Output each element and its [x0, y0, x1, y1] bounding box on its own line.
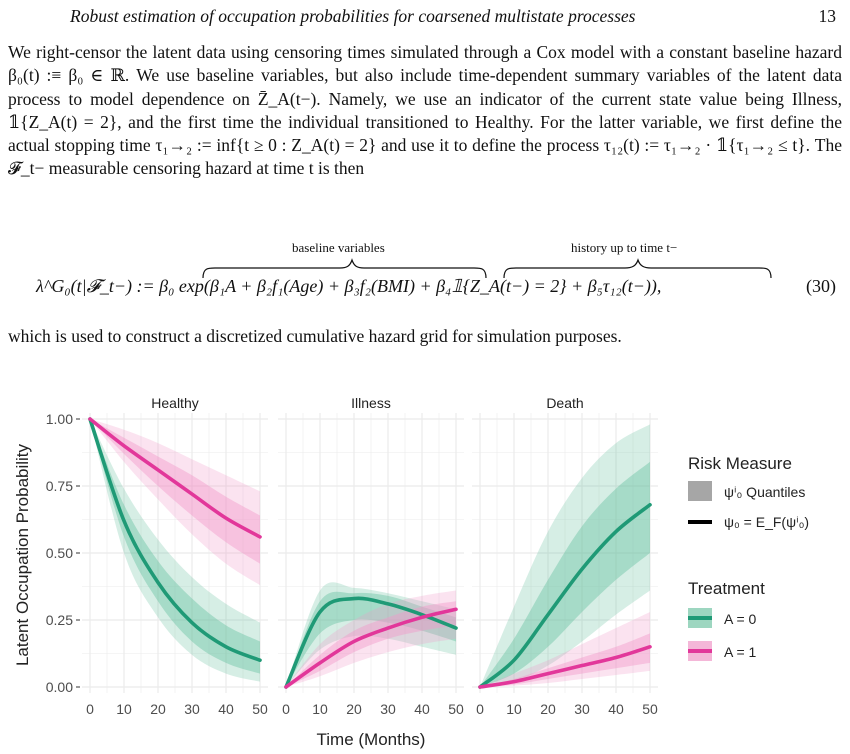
x-tick-label: 30 — [380, 701, 396, 717]
y-tick-label: 0.75 — [46, 478, 73, 494]
panel-death: Death 0 10 20 30 40 50 — [472, 395, 658, 717]
x-tick-label: 20 — [346, 701, 362, 717]
panel-illness: Illness 0 10 20 30 40 50 — [278, 395, 464, 717]
band-inner-a0 — [90, 419, 260, 674]
overbrace-baseline — [202, 258, 487, 279]
band-inner-a1 — [480, 633, 650, 687]
page-number: 13 — [818, 6, 837, 26]
legend-a0-label: A = 0 — [724, 611, 757, 627]
panel-title: Healthy — [151, 395, 198, 411]
paragraph-discretized: which is used to construct a discretized… — [8, 326, 622, 346]
panel-title: Death — [546, 395, 583, 411]
x-tick-label: 10 — [116, 701, 132, 717]
overbrace-history — [503, 258, 772, 279]
equation-body: λ^G₀(t|𝓕_t−) := β₀ exp(β₁A + β₂f₁(Age) +… — [36, 276, 662, 296]
y-tick-label: 0.25 — [46, 612, 73, 628]
legend-risk-quantiles: ψⁱ₀ Quantiles — [724, 484, 805, 500]
y-axis-label: Latent Occupation Probability — [13, 443, 32, 666]
series-line-a1 — [478, 645, 652, 689]
x-axis-label: Time (Months) — [317, 730, 426, 749]
panel-healthy: Healthy 0 10 20 30 40 50 — [82, 395, 268, 717]
legend-treatment-title: Treatment — [688, 579, 765, 598]
x-tick-label: 30 — [574, 701, 590, 717]
running-header: Robust estimation of occupation probabil… — [0, 6, 850, 30]
x-tick-label: 30 — [184, 701, 200, 717]
series-line-a0 — [478, 502, 652, 689]
x-tick-label: 50 — [448, 701, 464, 717]
x-tick-label: 40 — [414, 701, 430, 717]
band-outer-a1 — [286, 590, 456, 687]
running-title: Robust estimation of occupation probabil… — [70, 6, 636, 26]
brace-label-baseline: baseline variables — [292, 240, 385, 255]
band-inner-a0 — [480, 461, 650, 687]
x-tick-label: 40 — [608, 701, 624, 717]
band-inner-a1 — [286, 601, 456, 687]
equation-30: baseline variables history up to time t−… — [0, 232, 850, 312]
y-tick-label: 0.00 — [46, 679, 73, 695]
x-tick-label: 0 — [86, 701, 94, 717]
band-inner-a0 — [286, 591, 456, 687]
overbraces — [202, 258, 772, 279]
legend-quantile-swatch — [688, 481, 712, 501]
legend-risk-title: Risk Measure — [688, 454, 792, 473]
x-tick-label: 0 — [476, 701, 484, 717]
series-line-a1 — [284, 607, 458, 689]
x-tick-label: 0 — [282, 701, 290, 717]
series-line-a1 — [88, 417, 262, 539]
band-outer-a1 — [90, 419, 260, 586]
legend: Risk Measure ψⁱ₀ Quantiles ψ₀ = E_F(ψⁱ₀)… — [688, 454, 809, 661]
x-tick-label: 10 — [312, 701, 328, 717]
band-inner-a1 — [90, 419, 260, 564]
paragraph-censoring: We right-censor the latent data using ce… — [8, 42, 842, 179]
legend-risk-mean: ψ₀ = E_F(ψⁱ₀) — [724, 514, 809, 530]
x-tick-label: 10 — [506, 701, 522, 717]
band-outer-a0 — [480, 424, 650, 687]
y-tick-label: 1.00 — [46, 411, 73, 427]
x-tick-label: 20 — [540, 701, 556, 717]
equation-number: (30) — [806, 276, 836, 296]
series-line-a0 — [88, 417, 262, 662]
x-tick-label: 20 — [150, 701, 166, 717]
band-outer-a1 — [480, 611, 650, 687]
brace-label-history: history up to time t− — [571, 240, 678, 255]
x-tick-label: 50 — [252, 701, 268, 717]
band-outer-a0 — [90, 419, 260, 682]
y-tick-label: 0.50 — [46, 545, 73, 561]
x-tick-label: 40 — [218, 701, 234, 717]
x-tick-label: 50 — [642, 701, 658, 717]
legend-a1-label: A = 1 — [724, 644, 757, 660]
panel-title: Illness — [351, 395, 391, 411]
